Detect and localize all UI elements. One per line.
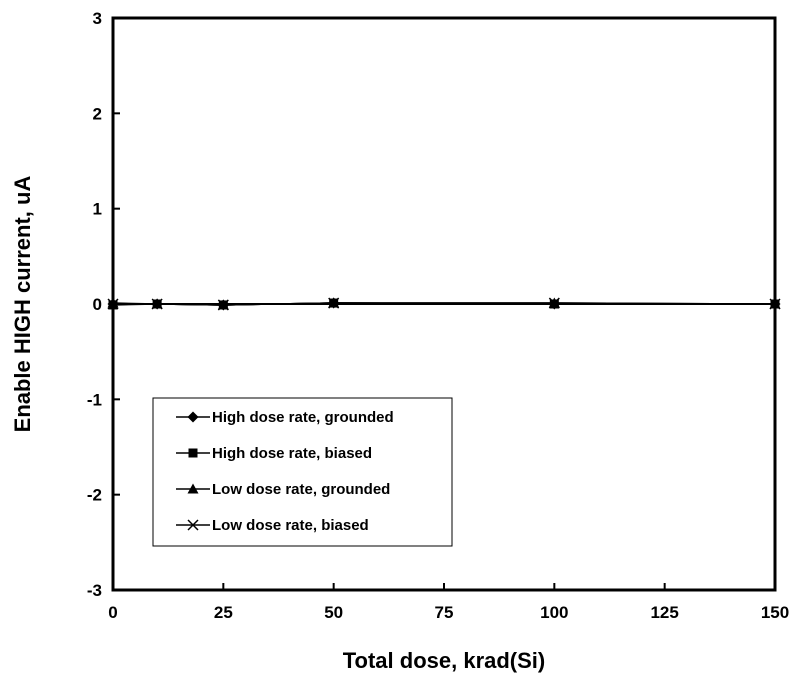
legend-marker <box>188 448 198 458</box>
legend-label: Low dose rate, biased <box>212 517 369 534</box>
data-point <box>328 297 340 309</box>
legend-item: Low dose rate, biased <box>176 517 369 534</box>
x-tick-label: 25 <box>214 603 233 622</box>
legend-item: High dose rate, grounded <box>176 409 394 426</box>
x-tick-label: 50 <box>324 603 343 622</box>
x-tick-label: 125 <box>650 603 678 622</box>
series-line <box>113 302 776 306</box>
y-tick-label: -3 <box>87 581 102 600</box>
legend-label: High dose rate, grounded <box>212 409 394 426</box>
legend-item: Low dose rate, grounded <box>176 481 390 498</box>
legend-marker <box>187 483 199 494</box>
legend: High dose rate, grounded High dose rate, … <box>152 397 453 547</box>
x-axis-title: Total dose, krad(Si) <box>343 648 546 673</box>
series-layer <box>107 297 781 311</box>
data-point <box>769 298 781 310</box>
data-point <box>107 298 119 310</box>
legend-label: Low dose rate, grounded <box>212 481 390 498</box>
x-tick-label: 75 <box>435 603 454 622</box>
data-point <box>151 298 163 310</box>
legend-item: High dose rate, biased <box>176 445 372 462</box>
y-tick-label: 2 <box>93 104 102 123</box>
x-tick-label: 150 <box>761 603 789 622</box>
legend-marker <box>187 411 199 423</box>
y-tick-label: 0 <box>93 295 102 314</box>
y-axis-title: Enable HIGH current, uA <box>10 176 35 433</box>
series-x <box>107 297 781 311</box>
x-tick-label: 100 <box>540 603 568 622</box>
data-point <box>548 297 560 309</box>
x-tick-label: 0 <box>108 603 117 622</box>
legend-box <box>152 397 453 547</box>
y-tick-label: 1 <box>93 200 102 219</box>
data-point <box>217 299 229 311</box>
data-point <box>107 297 119 308</box>
y-tick-label: -2 <box>87 486 102 505</box>
legend-label: High dose rate, biased <box>212 445 372 462</box>
y-tick-label: 3 <box>93 9 102 28</box>
y-tick-label: -1 <box>87 390 102 409</box>
legend-marker <box>187 519 199 531</box>
ticks-layer: 0 25 50 75 100 125 150 -3 -2 -1 0 1 2 3 <box>87 9 789 622</box>
